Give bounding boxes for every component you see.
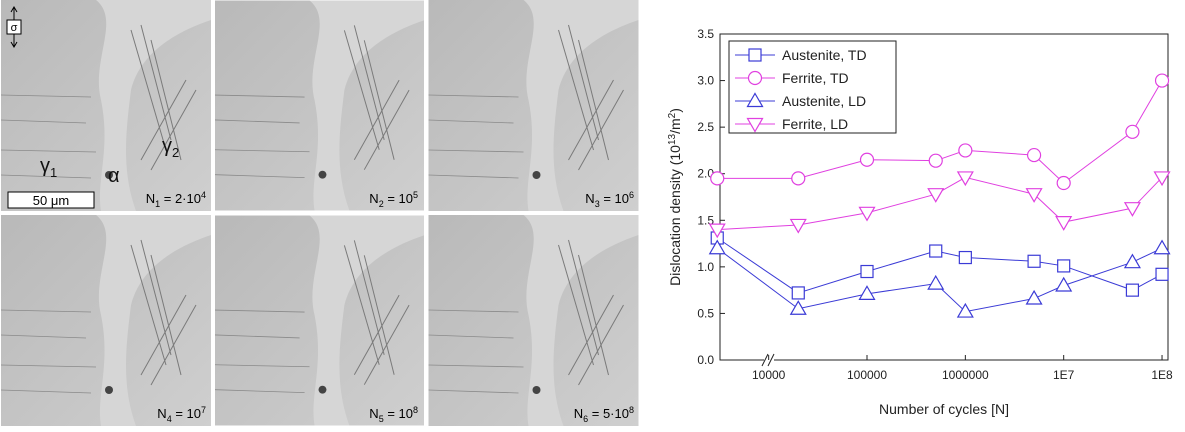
grain-label: α	[108, 165, 120, 187]
panel-label: N5 = 108	[369, 405, 418, 424]
micrograph-panel: N6 = 5·108	[427, 215, 640, 426]
data-point	[929, 244, 943, 258]
data-point	[956, 171, 974, 187]
data-point	[1155, 267, 1169, 281]
plot-frame	[719, 33, 1169, 361]
data-point	[1055, 216, 1073, 231]
panel-label: N3 = 106	[585, 190, 634, 209]
data-point	[1055, 276, 1073, 292]
micrograph-image	[0, 0, 212, 211]
legend-marker	[748, 48, 762, 62]
micrograph-panel: N5 = 108	[215, 215, 424, 426]
series-line	[716, 247, 1163, 313]
data-point	[1056, 175, 1071, 191]
panel-label: N6 = 5·108	[574, 405, 634, 424]
data-point	[1153, 239, 1171, 255]
micrograph-panel: N1 = 2·104	[0, 0, 212, 211]
scale-bar-label: 50 μm	[33, 193, 69, 208]
data-point	[710, 171, 725, 186]
data-point	[791, 286, 805, 300]
data-point	[789, 300, 807, 315]
data-point	[1057, 259, 1071, 273]
data-point	[1125, 124, 1140, 139]
data-point	[1027, 254, 1041, 268]
micrograph-image	[215, 215, 424, 426]
x-tick-label: 1000000	[942, 368, 989, 382]
data-point	[1125, 283, 1140, 297]
legend-label: Ferrite, TD	[782, 70, 849, 86]
micrograph-image	[427, 0, 640, 211]
data-point	[859, 152, 875, 167]
data-point	[1123, 202, 1141, 217]
y-tick-label: 0.5	[697, 306, 714, 320]
y-tick-label: 3.0	[697, 74, 714, 88]
stress-arrow	[10, 6, 18, 48]
legend-label: Ferrite, LD	[782, 116, 848, 132]
data-point	[1025, 289, 1043, 305]
series	[708, 171, 1171, 239]
data-point	[858, 206, 876, 222]
data-point	[1025, 188, 1043, 203]
micrograph-image	[0, 215, 212, 426]
micrograph-panel: N2 = 105	[215, 0, 424, 211]
series	[710, 73, 1170, 191]
grain-label: γ1	[40, 155, 57, 180]
legend: Austenite, TD Ferrite, TD Austenite, LD Fer…	[728, 40, 897, 134]
stress-label: σ	[11, 22, 18, 34]
data-point	[1154, 73, 1170, 88]
y-tick-label: 2.0	[697, 167, 714, 181]
y-tick-label: 3.5	[697, 27, 714, 41]
series-line	[717, 176, 1163, 231]
data-point	[1123, 253, 1141, 269]
grain-label: γ2	[162, 135, 179, 160]
data-point	[927, 188, 945, 203]
scale-bar	[7, 191, 95, 209]
panel-label: N2 = 105	[369, 190, 418, 209]
data-point	[708, 239, 726, 255]
series	[710, 231, 1169, 300]
y-axis-title: Dislocation density (1013/m2)	[667, 108, 683, 286]
x-tick-label: 1E7	[1053, 368, 1075, 382]
legend-marker	[746, 92, 764, 108]
panel-label: N4 = 107	[157, 405, 206, 424]
legend-label: Austenite, LD	[782, 93, 866, 109]
x-tick-label: 10000	[752, 368, 786, 382]
x-tick-label: 1E8	[1151, 368, 1173, 382]
data-point	[860, 264, 874, 279]
series	[708, 239, 1171, 318]
legend-label: Austenite, TD	[782, 47, 867, 63]
micrograph-panel: N3 = 106	[427, 0, 640, 211]
y-tick-label: 1.0	[697, 260, 714, 274]
x-tick-label: 100000	[847, 368, 887, 382]
data-point	[708, 223, 726, 239]
y-tick-label: 0.0	[697, 353, 714, 367]
data-point	[858, 285, 876, 300]
data-point	[927, 274, 945, 290]
micrograph-image	[215, 0, 424, 211]
y-tick-label: 2.5	[697, 120, 714, 134]
data-point	[1026, 147, 1042, 163]
micrograph-panel: N4 = 107	[0, 215, 212, 426]
micrograph-grid: N1 = 2·104 N2 = 105 N3 = 106 N4 = 107 N5 = 1…	[0, 0, 640, 426]
legend-marker	[747, 70, 763, 86]
micrograph-image	[427, 215, 640, 426]
data-point	[1153, 171, 1171, 187]
panel-label: N1 = 2·104	[146, 190, 206, 209]
data-point	[789, 218, 807, 234]
data-point	[958, 143, 973, 158]
data-point	[956, 302, 974, 318]
data-point	[958, 250, 972, 265]
data-point	[791, 171, 806, 186]
data-point	[928, 153, 943, 168]
legend-marker	[746, 117, 764, 133]
chart: Number of cycles [N] Dislocation density…	[667, 27, 1173, 417]
x-axis-title: Number of cycles [N]	[879, 401, 1009, 417]
